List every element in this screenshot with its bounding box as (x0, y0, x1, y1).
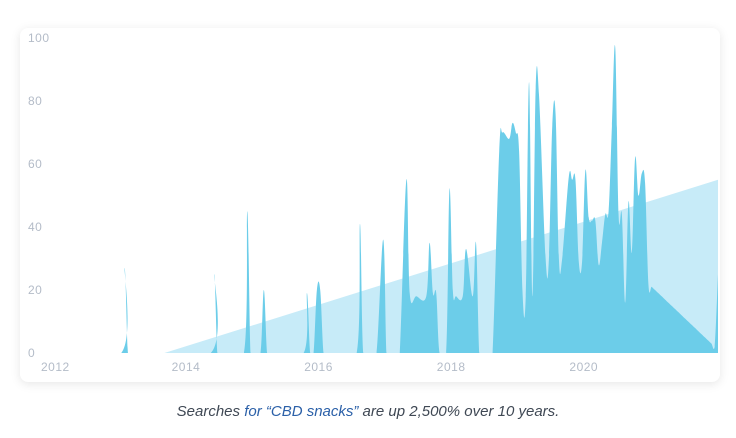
chart-card: 0 20 40 60 80 100 2012 2014 2016 2018 2020 (20, 28, 720, 382)
x-tick-label: 2016 (304, 360, 333, 374)
x-tick-label: 2012 (41, 360, 70, 374)
x-tick-label: 2018 (437, 360, 466, 374)
y-tick-label: 0 (28, 346, 35, 360)
y-tick-label: 60 (28, 157, 42, 171)
caption-post: are up 2,500% over 10 years. (358, 403, 560, 420)
caption-highlight: for “CBD snacks” (244, 403, 359, 420)
y-tick-label: 100 (28, 31, 50, 45)
x-tick-label: 2020 (569, 360, 598, 374)
y-tick-label: 40 (28, 220, 42, 234)
area-chart: 0 20 40 60 80 100 2012 2014 2016 2018 2020 (28, 31, 718, 374)
chart-caption: Searches for “CBD snacks” are up 2,500% … (0, 403, 736, 420)
y-tick-label: 20 (28, 283, 42, 297)
search-interest-area (55, 44, 718, 354)
y-tick-label: 80 (28, 94, 42, 108)
x-tick-label: 2014 (172, 360, 201, 374)
caption-pre: Searches (176, 403, 245, 420)
